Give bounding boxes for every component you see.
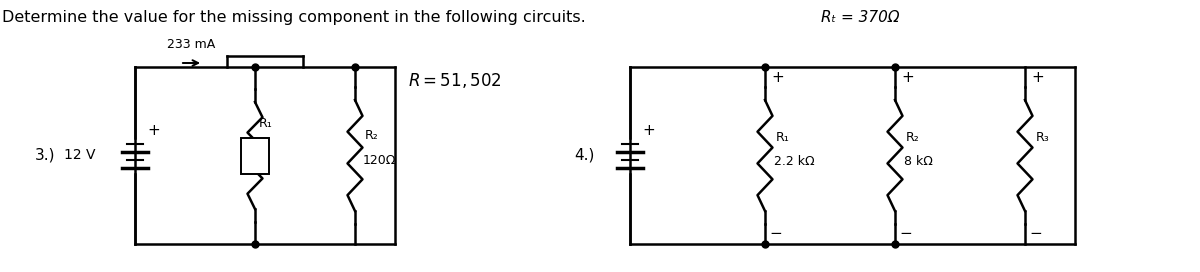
Text: 4.): 4.) <box>575 147 595 162</box>
Text: 8 kΩ: 8 kΩ <box>904 155 932 168</box>
Text: 2.2 kΩ: 2.2 kΩ <box>774 155 815 168</box>
Text: 3.): 3.) <box>35 147 55 162</box>
Text: −: − <box>769 227 781 242</box>
Text: Rₜ = 370Ω: Rₜ = 370Ω <box>821 10 899 25</box>
Text: R₂: R₂ <box>906 131 919 144</box>
Text: R₂: R₂ <box>365 129 379 142</box>
Text: +: + <box>772 70 784 85</box>
Text: $R = 51, 502$: $R = 51, 502$ <box>408 70 502 89</box>
Text: R₁: R₁ <box>259 116 272 129</box>
Text: 120Ω: 120Ω <box>364 154 396 167</box>
Text: +: + <box>148 122 160 138</box>
Text: Determine the value for the missing component in the following circuits.: Determine the value for the missing comp… <box>2 10 586 25</box>
Text: −: − <box>1030 227 1042 242</box>
Text: R₁: R₁ <box>776 131 790 144</box>
Text: 233 mA: 233 mA <box>167 38 215 51</box>
Text: R₃: R₃ <box>1036 131 1050 144</box>
Text: +: + <box>901 70 913 85</box>
Text: −: − <box>899 227 912 242</box>
Text: +: + <box>642 122 655 138</box>
Text: 12 V: 12 V <box>64 148 95 162</box>
Bar <box>241 138 269 174</box>
Text: +: + <box>1031 70 1044 85</box>
